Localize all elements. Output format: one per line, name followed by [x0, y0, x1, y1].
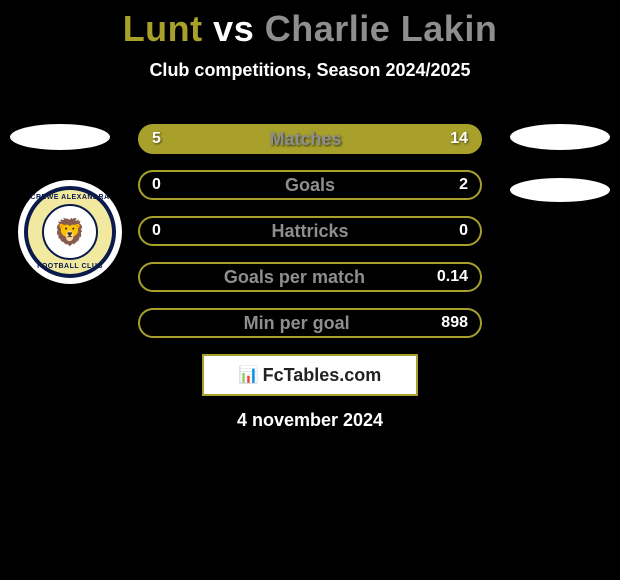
player2-avatar-placeholder: [510, 124, 610, 150]
stat-row: 5 Matches 14: [138, 124, 482, 154]
stat-label: Goals per match: [224, 267, 365, 288]
crest-ring: CREWE ALEXANDRA 🦁 FOOTBALL CLUB: [24, 186, 116, 278]
player1-club-crest: CREWE ALEXANDRA 🦁 FOOTBALL CLUB: [18, 180, 122, 284]
player1-name: Lunt: [123, 8, 203, 49]
crest-emblem: 🦁: [42, 204, 98, 260]
stat-right-value: 2: [459, 176, 468, 194]
vs-text: vs: [213, 8, 254, 49]
date-text: 4 november 2024: [0, 410, 620, 431]
player1-avatar-placeholder: [10, 124, 110, 150]
chart-icon: 📊: [239, 365, 259, 385]
stat-row: Goals per match 0.14: [138, 262, 482, 292]
subtitle: Club competitions, Season 2024/2025: [0, 60, 620, 81]
branding-box: 📊 FcTables.com: [202, 354, 418, 396]
crest-text-top: CREWE ALEXANDRA: [28, 194, 112, 201]
stat-right-value: 14: [450, 130, 468, 148]
stat-row: 0 Goals 2: [138, 170, 482, 200]
stat-right-value: 0.14: [437, 268, 468, 286]
stat-right-value: 0: [459, 222, 468, 240]
crest-text-bottom: FOOTBALL CLUB: [28, 263, 112, 270]
stat-bars: 5 Matches 14 0 Goals 2 0 Hattricks 0 Goals per ma…: [138, 124, 482, 354]
player2-name: Charlie Lakin: [265, 8, 498, 49]
stat-label: Min per goal: [244, 313, 350, 334]
stat-label: Goals: [285, 175, 335, 196]
stat-left-value: 5: [152, 130, 161, 148]
stat-row: 0 Hattricks 0: [138, 216, 482, 246]
comparison-title: Lunt vs Charlie Lakin: [0, 0, 620, 50]
stat-left-value: 0: [152, 176, 161, 194]
player2-club-placeholder: [510, 178, 610, 202]
stat-row: Min per goal 898: [138, 308, 482, 338]
stat-right-value: 898: [441, 314, 468, 332]
branding-text: FcTables.com: [263, 365, 382, 386]
stat-label: Hattricks: [271, 221, 348, 242]
stat-label: Matches: [270, 129, 342, 150]
stat-left-value: 0: [152, 222, 161, 240]
